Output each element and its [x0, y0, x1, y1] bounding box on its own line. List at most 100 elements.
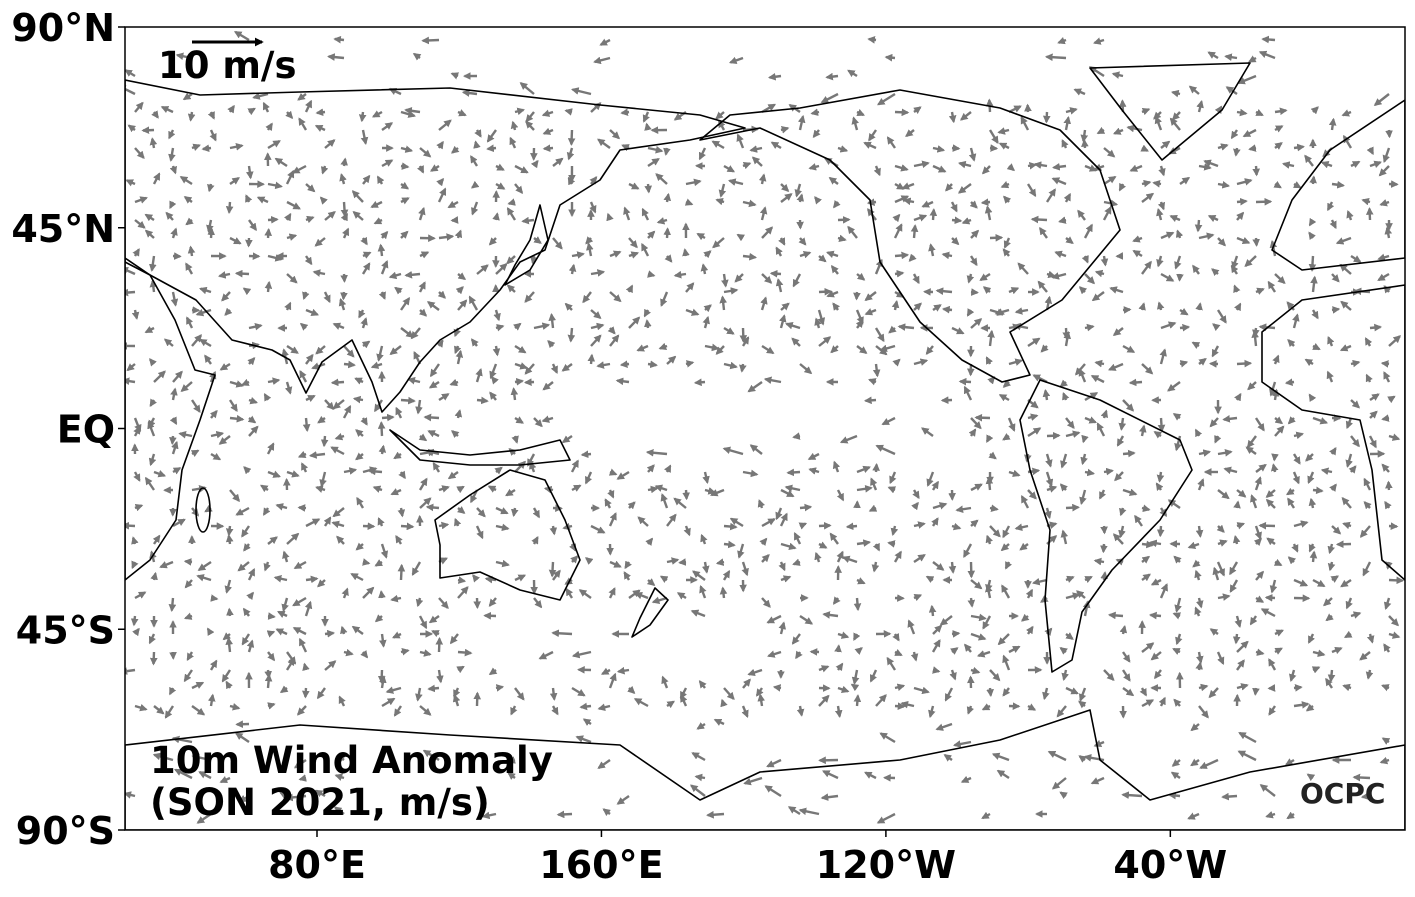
wind-vector — [1270, 463, 1279, 473]
wind-vector — [152, 534, 161, 545]
wind-vector — [875, 444, 896, 456]
wind-vector — [1046, 485, 1058, 493]
wind-vector — [360, 417, 368, 426]
wind-vector — [608, 672, 617, 689]
wind-vector — [362, 586, 375, 599]
wind-vector — [676, 592, 687, 600]
wind-vector — [741, 705, 749, 719]
wind-vector — [1198, 232, 1215, 240]
wind-vector — [1198, 683, 1209, 692]
wind-vector — [814, 196, 822, 205]
wind-vector — [715, 197, 725, 206]
wind-vector — [153, 470, 167, 478]
wind-vector — [327, 53, 345, 61]
wind-vector — [1366, 146, 1374, 156]
wind-vector — [723, 540, 736, 549]
wind-vector — [664, 254, 673, 263]
wind-vector — [311, 362, 326, 370]
reference-vector-label: 10 m/s — [158, 44, 296, 87]
wind-vector — [1017, 262, 1029, 275]
wind-vector — [960, 775, 972, 783]
wind-vector — [218, 435, 231, 445]
wind-vector — [169, 435, 177, 446]
north-america — [699, 89, 1121, 383]
wind-vector — [692, 570, 706, 581]
wind-vector — [817, 309, 826, 326]
wind-vector — [1350, 435, 1360, 448]
wind-vector — [856, 465, 871, 474]
wind-vector — [645, 537, 654, 547]
wind-vector — [932, 666, 941, 674]
wind-vector — [698, 680, 707, 689]
wind-vector — [427, 684, 440, 693]
wind-vector — [1059, 791, 1068, 800]
wind-vector — [320, 165, 329, 175]
wind-vector — [1388, 576, 1405, 585]
wind-vector — [970, 288, 979, 296]
wind-vector — [565, 587, 574, 599]
wind-vector — [514, 378, 525, 386]
wind-vector — [1078, 755, 1087, 763]
wind-vector — [267, 536, 278, 545]
wind-vector — [998, 393, 1010, 402]
wind-vector — [475, 368, 483, 383]
wind-vector — [352, 210, 364, 221]
wind-vector — [647, 270, 656, 278]
wind-vector — [1236, 489, 1247, 498]
wind-vector — [1287, 497, 1296, 509]
wind-vector — [1203, 159, 1219, 168]
wind-vector — [533, 236, 542, 244]
wind-vector — [514, 416, 525, 424]
wind-vector — [1141, 540, 1155, 549]
wind-vector — [222, 632, 231, 641]
wind-vector — [780, 183, 790, 192]
wind-vector — [134, 101, 144, 113]
wind-vector — [609, 291, 622, 303]
wind-vector — [304, 600, 313, 617]
wind-vector — [525, 120, 535, 131]
wind-vector — [1190, 723, 1200, 732]
wind-vector — [1008, 287, 1020, 295]
wind-vector — [575, 735, 592, 744]
wind-vector — [1063, 115, 1072, 131]
wind-vector — [456, 665, 465, 674]
wind-vector — [1096, 422, 1106, 437]
wind-vector — [663, 147, 671, 156]
wind-vector — [267, 181, 283, 190]
wind-vector — [1084, 164, 1098, 172]
wind-vector — [486, 129, 497, 143]
wind-vector — [599, 38, 611, 46]
wind-vector — [1274, 107, 1288, 116]
wind-vector — [380, 543, 389, 559]
wind-vector — [130, 615, 139, 627]
wind-vector — [706, 810, 725, 819]
wind-vector — [647, 145, 664, 154]
wind-vector — [185, 262, 194, 275]
wind-vector — [1286, 811, 1295, 820]
wind-vector — [1383, 371, 1391, 383]
wind-vector — [694, 773, 706, 782]
wind-vector — [293, 560, 307, 570]
wind-vector — [894, 251, 910, 260]
wind-vector — [989, 525, 1001, 538]
wind-vector — [342, 404, 352, 419]
wind-vector — [1368, 435, 1377, 449]
wind-vector — [818, 336, 832, 347]
wind-vector — [856, 345, 868, 354]
wind-vector — [892, 358, 901, 367]
wind-vector — [808, 163, 820, 171]
wind-vector — [1167, 381, 1181, 392]
wind-vector — [912, 273, 920, 285]
wind-vector — [196, 813, 212, 824]
wind-vector — [457, 109, 467, 117]
wind-vector — [338, 298, 347, 311]
wind-vector — [1194, 428, 1203, 438]
wind-vector — [769, 269, 782, 278]
wind-vector — [175, 52, 193, 61]
wind-vector — [951, 144, 961, 152]
wind-vector — [1364, 337, 1373, 347]
wind-vector — [1221, 792, 1238, 801]
x-tick-label: 120°W — [816, 843, 956, 887]
wind-vector — [229, 236, 242, 245]
